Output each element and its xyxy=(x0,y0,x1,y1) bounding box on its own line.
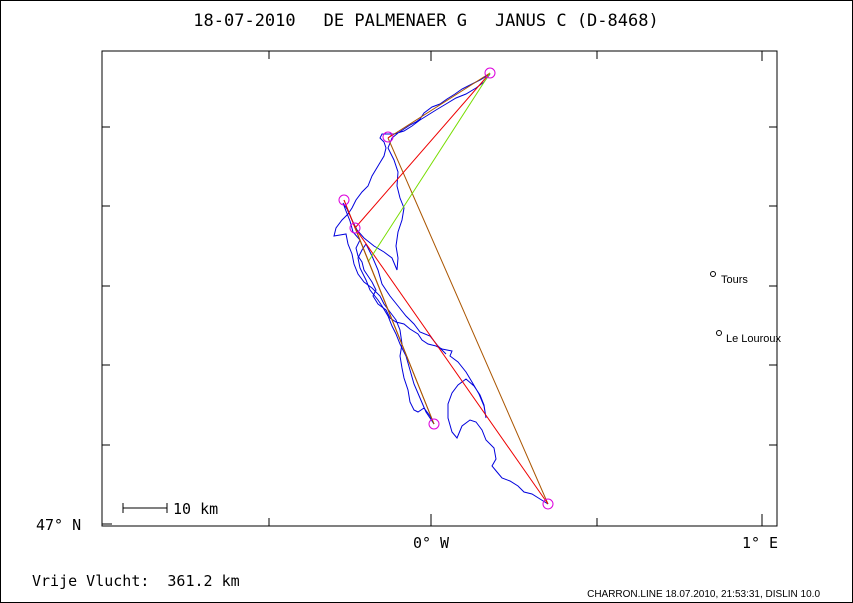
turnpoints xyxy=(338,67,554,510)
turnpoint-marker xyxy=(542,498,554,510)
turnpoint-marker xyxy=(382,131,394,143)
turnpoint-marker xyxy=(338,194,350,206)
distance-label: Vrije Vlucht: xyxy=(32,572,149,590)
gps-track-secondary xyxy=(357,243,447,425)
distance-value: 361.2 km xyxy=(167,572,239,590)
map-title: 18-07-2010 DE PALMENAER G JANUS C (D-8468) xyxy=(193,11,658,31)
task-leg-5 xyxy=(367,72,491,263)
city-le-louroux-label: Le Louroux xyxy=(726,333,782,345)
task-leg-3 xyxy=(354,72,491,229)
longitude-label-1e: 1° E xyxy=(742,534,778,552)
turnpoint-marker xyxy=(349,222,361,234)
turnpoint-marker xyxy=(484,67,496,79)
scale-bar-label: 10 km xyxy=(173,500,218,518)
city-tours-label: Tours xyxy=(721,274,748,286)
title-date: 18-07-2010 xyxy=(193,11,295,31)
free-flight-distance: Vrije Vlucht: 361.2 km xyxy=(32,572,240,590)
credit-line: CHARRON.LINE 18.07.2010, 21:53:31, DISLI… xyxy=(587,589,820,600)
axis-ticks xyxy=(102,51,777,526)
gps-track xyxy=(333,73,549,505)
longitude-label-0w: 0° W xyxy=(413,534,450,552)
city-le-louroux: Le Louroux xyxy=(716,330,782,345)
scale-bar: 10 km xyxy=(122,500,218,518)
task-leg-7 xyxy=(354,227,435,425)
turnpoint-marker xyxy=(428,418,440,430)
plot-box xyxy=(101,50,778,527)
task-leg-1 xyxy=(387,137,549,505)
task-lines xyxy=(343,72,549,505)
title-pilot: DE PALMENAER G xyxy=(324,11,467,31)
city-tours: Tours xyxy=(710,271,748,286)
title-glider: JANUS C (D-8468) xyxy=(495,11,659,31)
latitude-label: 47° N xyxy=(36,516,81,534)
task-leg-2 xyxy=(387,72,491,139)
task-leg-4 xyxy=(354,227,549,505)
